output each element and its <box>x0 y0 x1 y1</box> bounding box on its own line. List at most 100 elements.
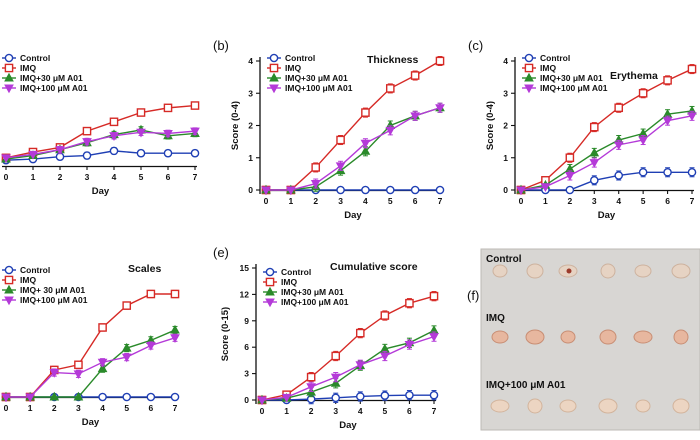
data-point <box>136 128 146 138</box>
legend-marker <box>265 267 275 277</box>
x-tick-label: 0 <box>4 403 9 413</box>
legend-marker <box>265 286 275 296</box>
photo-background <box>480 248 700 431</box>
data-point <box>429 291 439 301</box>
skin-sample <box>599 329 617 345</box>
series-line <box>266 107 441 191</box>
data-point <box>311 163 321 172</box>
data-point <box>136 108 146 117</box>
y-tick-label: 15 <box>240 263 250 273</box>
x-tick-label: 4 <box>112 172 117 182</box>
chart-title: Erythema <box>610 70 658 82</box>
x-tick-label: 2 <box>567 196 572 206</box>
data-point <box>360 146 371 155</box>
x-tick-label: 2 <box>58 172 63 182</box>
x-tick-label: 2 <box>309 406 314 416</box>
legend-entry: Control <box>540 53 570 63</box>
data-point <box>355 392 365 401</box>
series-4 <box>1 127 200 164</box>
data-point <box>565 153 575 163</box>
data-point <box>190 127 200 137</box>
skin-sample <box>526 263 544 279</box>
skin-sample <box>492 264 508 278</box>
legend-entry: IMQ+100 μM A01 <box>285 83 353 93</box>
legend-entry: IMQ+30 μM A01 <box>20 73 83 83</box>
chart-title: Scales <box>128 263 161 275</box>
skin-sample <box>633 330 653 344</box>
x-tick-label: 6 <box>166 172 171 182</box>
data-point <box>73 370 84 380</box>
x-axis-label: Day <box>339 420 357 431</box>
series-3 <box>1 324 180 401</box>
series-line <box>261 335 435 401</box>
data-point <box>1 154 11 164</box>
legend-marker <box>4 275 14 285</box>
legend-marker <box>269 53 279 63</box>
x-tick-label: 1 <box>284 406 289 416</box>
legend-marker <box>4 53 14 63</box>
y-tick-label: 2 <box>503 121 508 131</box>
data-point <box>49 391 60 401</box>
y-axis-label: Score (0-4) <box>485 101 496 150</box>
legend-marker <box>524 63 534 73</box>
x-axis-label: Day <box>344 210 362 221</box>
skin-sample <box>491 330 509 344</box>
data-point <box>638 88 648 98</box>
data-point <box>613 141 624 151</box>
data-point <box>540 183 551 193</box>
y-tick-label: 3 <box>244 369 249 379</box>
x-tick-label: 3 <box>333 406 338 416</box>
data-point <box>136 148 146 158</box>
legend-entry: IMQ+30 μM A01 <box>285 73 348 83</box>
data-point <box>146 289 156 299</box>
data-point <box>82 151 92 160</box>
y-tick-label: 6 <box>244 342 249 352</box>
panel-label-f: (f) <box>467 288 479 303</box>
data-point <box>589 122 599 132</box>
y-axis-label: Score (0-4) <box>230 101 241 150</box>
data-point <box>385 84 395 93</box>
data-point <box>121 353 132 363</box>
x-tick-label: 3 <box>338 196 343 206</box>
legend-marker <box>4 284 14 294</box>
legend-marker <box>4 265 14 275</box>
data-point <box>98 323 107 332</box>
data-point <box>73 391 84 401</box>
x-tick-label: 5 <box>382 406 387 416</box>
data-point <box>435 56 445 66</box>
x-tick-label: 1 <box>31 172 36 182</box>
x-tick-label: 7 <box>173 403 178 413</box>
data-point <box>170 392 180 402</box>
data-point <box>663 167 672 177</box>
data-point <box>380 391 390 400</box>
x-tick-label: 5 <box>388 196 393 206</box>
data-point <box>361 108 370 117</box>
x-tick-label: 5 <box>641 196 646 206</box>
skin-sample <box>635 399 651 413</box>
data-point <box>410 112 420 122</box>
photo-label-imq-100: IMQ+100 μM A01 <box>486 380 566 391</box>
data-point <box>687 64 697 74</box>
skin-sample <box>600 263 616 279</box>
data-point <box>286 186 296 196</box>
data-point <box>614 171 624 180</box>
legend-entry: IMQ <box>20 275 36 285</box>
x-tick-label: 0 <box>264 196 269 206</box>
data-point <box>331 393 341 403</box>
y-tick-label: 1 <box>503 153 508 163</box>
data-point <box>163 148 173 158</box>
skin-sample <box>671 263 691 279</box>
x-tick-label: 7 <box>438 196 443 206</box>
x-tick-label: 3 <box>76 403 81 413</box>
series-line <box>520 115 693 191</box>
series-4 <box>261 102 445 196</box>
data-point <box>306 372 316 382</box>
data-point <box>170 334 180 344</box>
